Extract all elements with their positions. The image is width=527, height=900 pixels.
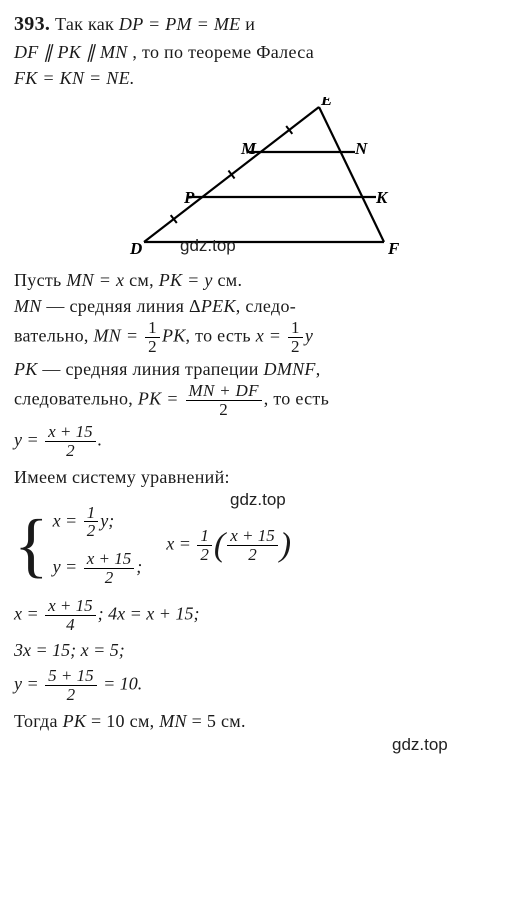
system-intro: Имеем систему уравнений: [14,464,513,490]
var: y [305,326,313,346]
eq: PK = y [159,270,213,290]
txt: — средняя линия трапеции [42,359,263,379]
txt: , то по теореме Фалеса [132,42,314,62]
watermark-3: gdz.top [392,735,448,755]
watermark-2: gdz.top [230,490,286,510]
equation-system: { x = 12y; y = x + 152; x = 12(x + 152) [14,504,513,587]
txt: = 10 см, [91,711,159,731]
var: PK [162,326,186,346]
txt: , следо- [236,296,296,316]
svg-text:D: D [129,239,142,257]
let-statement: Пусть MN = x см, PK = y см. [14,267,513,293]
y-equation: y = x + 152. [14,423,513,460]
eq: MN = x [66,270,124,290]
svg-text:F: F [387,239,400,257]
solve-line3: y = 5 + 152 = 10. [14,667,513,704]
eq: y = [14,429,43,449]
txt: , [316,359,321,379]
problem-statement: 393. Так как DP = PM = ME и DF ∥ PK ∥ MN… [14,10,513,91]
txt: . [98,429,103,449]
txt: вательно, [14,326,93,346]
frac: 12 [288,319,303,356]
txt: и [245,14,255,34]
var: PK [14,359,38,379]
diagram-svg: D F E P K M N [124,97,404,257]
svg-text:M: M [240,139,257,158]
txt: = 5 см. [192,711,246,731]
eq: PK = [138,389,184,409]
eq: DF ∥ PK ∥ MN [14,42,128,62]
mn-midline: MN — средняя линия ΔPEK, следо- вательно… [14,293,513,356]
eq: DP = PM = ME [119,14,241,34]
problem-number: 393. [14,13,50,35]
brace-icon: { [14,513,49,578]
svg-text:K: K [375,188,389,207]
answer: Тогда PK = 10 см, MN = 5 см. [14,708,513,734]
eq: MN = [93,326,143,346]
txt: следовательно, [14,389,138,409]
txt: Пусть [14,270,66,290]
svg-text:E: E [320,97,332,109]
sys-right: x = 12(x + 152) [166,527,291,564]
txt: Так как [55,14,119,34]
txt: см, [129,270,159,290]
txt: , то есть [264,389,329,409]
sys-eq2: y = x + 152; [53,550,143,587]
txt: см. [217,270,242,290]
var: MN [14,296,42,316]
var: PEK [201,296,236,316]
watermark-1: gdz.top [180,236,236,256]
frac: MN + DF2 [186,382,262,419]
system-left: x = 12y; y = x + 152; [53,504,143,587]
var: DMNF [264,359,316,379]
svg-text:N: N [354,139,368,158]
pk-midline: PK — средняя линия трапеции DMNF, следов… [14,356,513,419]
eq: FK = KN = NE. [14,68,135,88]
svg-text:P: P [183,188,195,207]
frac: x + 152 [45,423,96,460]
eq: x = [256,326,286,346]
var: MN [159,711,187,731]
frac: 12 [145,319,160,356]
triangle-diagram: D F E P K M N [14,97,513,257]
txt: , то есть [186,326,256,346]
solve-line2: 3x = 15; x = 5; [14,638,513,663]
solve-line1: x = x + 154; 4x = x + 15; [14,597,513,634]
txt: — средняя линия Δ [46,296,200,316]
sys-eq1: x = 12y; [53,504,143,541]
txt: Тогда [14,711,63,731]
var: PK [63,711,87,731]
